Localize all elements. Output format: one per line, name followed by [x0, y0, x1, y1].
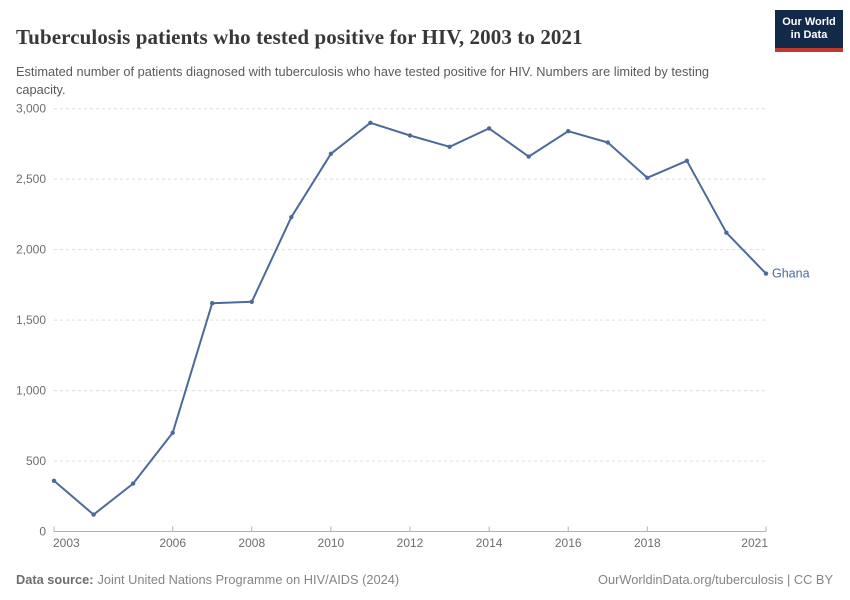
ghana-line[interactable] — [53, 121, 767, 516]
x-tick-label: 2006 — [159, 536, 186, 550]
x-tick-label: 2014 — [476, 536, 503, 550]
data-point[interactable] — [368, 120, 373, 125]
y-tick-label: 2,500 — [16, 172, 46, 186]
owid-logo-line2: in Data — [790, 29, 828, 42]
y-tick-label: 2,000 — [16, 243, 46, 257]
data-point[interactable] — [130, 481, 136, 486]
data-point[interactable] — [447, 144, 452, 149]
x-tick-label: 2003 — [53, 536, 80, 550]
x-tick-label: 2018 — [634, 536, 661, 550]
x-tick-label: 2010 — [318, 536, 345, 550]
data-point[interactable] — [486, 126, 492, 131]
chart-subtitle: Estimated number of patients diagnosed w… — [16, 63, 710, 98]
page-title: Tuberculosis patients who tested positiv… — [16, 25, 583, 50]
data-point[interactable] — [566, 129, 571, 134]
data-point[interactable] — [91, 512, 96, 517]
data-point[interactable] — [51, 478, 57, 483]
data-point[interactable] — [407, 133, 413, 138]
data-point[interactable] — [645, 175, 650, 180]
chart-footer: Data source: Joint United Nations Program… — [16, 572, 833, 587]
x-tick-label: 2016 — [555, 536, 582, 550]
data-point[interactable] — [170, 430, 175, 435]
data-point[interactable] — [249, 299, 254, 304]
owid-logo-line1: Our World — [782, 16, 836, 28]
data-point[interactable] — [328, 151, 334, 156]
y-tick-label: 1,500 — [16, 313, 46, 327]
data-source-label: Data source: — [16, 572, 94, 587]
data-source-text: Joint United Nations Programme on HIV/AI… — [97, 572, 400, 587]
data-point[interactable] — [210, 301, 215, 306]
x-tick-label: 2008 — [238, 536, 265, 550]
data-source: Data source: Joint United Nations Program… — [16, 572, 399, 587]
data-point[interactable] — [684, 158, 690, 163]
y-tick-label: 0 — [39, 525, 46, 539]
y-tick-label: 500 — [26, 454, 46, 468]
data-point[interactable] — [763, 271, 769, 276]
data-point[interactable] — [605, 140, 610, 145]
x-tick-label: 2012 — [397, 536, 424, 550]
data-point[interactable] — [724, 230, 729, 235]
y-tick-label: 3,000 — [16, 102, 46, 116]
line-chart[interactable]: 0 500 1,000 1,500 2,000 2,500 3,000 2003 2006 200… — [0, 90, 850, 560]
series-end-label: Ghana — [772, 267, 810, 281]
footer-rights-link[interactable]: OurWorldinData.org/tuberculosis | CC BY — [598, 572, 833, 587]
owid-logo[interactable]: Our World in Data — [775, 10, 843, 52]
data-point[interactable] — [289, 215, 294, 220]
y-tick-label: 1,000 — [16, 384, 46, 398]
x-tick-label: 2021 — [741, 536, 768, 550]
data-point[interactable] — [526, 154, 531, 159]
